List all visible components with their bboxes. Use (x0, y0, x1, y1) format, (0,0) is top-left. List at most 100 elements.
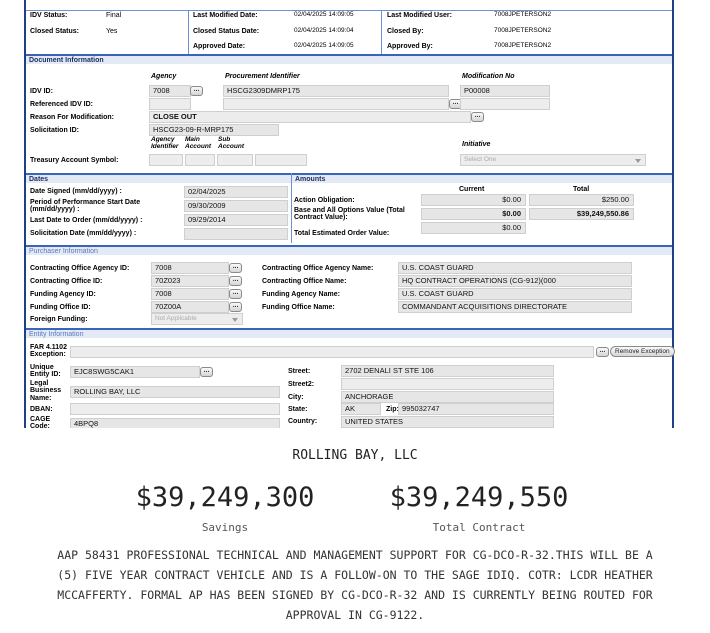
contracting-office-name-field[interactable]: HQ CONTRACT OPERATIONS (CG-912)(000 (398, 275, 632, 287)
section-purchaser-information: Purchaser Information (26, 245, 672, 255)
base-all-options-label: Base and All Options Value (Total Contra… (294, 207, 405, 222)
idv-status-value: Final (106, 12, 122, 19)
closed-status-date-value: 02/04/2025 14:09:04 (294, 27, 354, 34)
section-entity-information: Entity Information (26, 328, 672, 338)
closed-status-value: Yes (106, 28, 118, 35)
unique-entity-id-field[interactable]: EJC8SWG5CAK1 (70, 366, 200, 378)
zip-label: Zip: (386, 406, 399, 413)
col-agency-identifier-header: Agency Identifier (151, 136, 179, 150)
tas-main-account-field[interactable] (185, 154, 215, 166)
street-label: Street: (288, 368, 311, 375)
country-label: Country: (288, 418, 318, 425)
tas-extra-field[interactable] (255, 154, 307, 166)
col-current-header: Current (459, 186, 485, 193)
action-obligation-total-field[interactable]: $250.00 (529, 194, 634, 206)
last-date-to-order-field[interactable]: 09/29/2014 (184, 214, 288, 226)
initiative-select[interactable]: Select One (460, 154, 646, 166)
referenced-idv-modification-no-field[interactable] (460, 98, 550, 110)
idv-id-label: IDV ID: (30, 88, 53, 95)
far-exception-lookup-icon[interactable]: ... (596, 347, 609, 357)
city-label: City: (288, 394, 304, 401)
funding-agency-id-label: Funding Agency ID: (30, 291, 96, 298)
approved-by-value: 7008JPETERSON2 (494, 42, 552, 49)
state-field[interactable]: AK (341, 403, 381, 415)
unique-entity-lookup-icon[interactable]: ... (200, 367, 213, 377)
legal-business-name-field[interactable]: ROLLING BAY, LLC (70, 386, 280, 398)
tas-sub-account-field[interactable] (217, 154, 253, 166)
funding-office-name-label: Funding Office Name: (262, 304, 335, 311)
section-dates: Dates (26, 173, 291, 183)
solicitation-date-label: Solicitation Date (mm/dd/yyyy) : (30, 230, 137, 237)
contracting-office-lookup-icon[interactable]: ... (229, 276, 242, 286)
funding-agency-name-label: Funding Agency Name: (262, 291, 340, 298)
contracting-office-agency-id-field[interactable]: 7008 (151, 262, 229, 274)
city-field[interactable]: ANCHORAGE (341, 391, 554, 403)
idv-procurement-identifier-field[interactable]: HSCG2309DMRP175 (223, 85, 449, 97)
date-signed-field[interactable]: 02/04/2025 (184, 186, 288, 198)
funding-office-name-field[interactable]: COMMANDANT ACQUISITIONS DIRECTORATE (398, 301, 632, 313)
referenced-idv-agency-field[interactable] (149, 98, 191, 110)
far-exception-label: FAR 4.1102 Exception: (30, 344, 67, 359)
funding-office-lookup-icon[interactable]: ... (229, 302, 242, 312)
contracting-office-id-label: Contracting Office ID: (30, 278, 103, 285)
dban-field[interactable] (70, 403, 280, 415)
contracting-office-agency-lookup-icon[interactable]: ... (229, 263, 242, 273)
contracting-office-agency-id-label: Contracting Office Agency ID: (30, 265, 130, 272)
idv-modification-no-field[interactable]: P00008 (460, 85, 550, 97)
contracting-office-name-label: Contracting Office Name: (262, 278, 347, 285)
section-amounts: Amounts (292, 173, 672, 183)
pop-start-date-label: Period of Performance Start Date (mm/dd/… (30, 199, 141, 214)
last-date-to-order-label: Last Date to Order (mm/dd/yyyy) : (30, 217, 143, 224)
funding-agency-id-field[interactable]: 7008 (151, 288, 229, 300)
contract-description: AAP 58431 PROFESSIONAL TECHNICAL AND MAN… (57, 548, 653, 622)
approved-date-label: Approved Date: (193, 43, 246, 50)
approved-date-value: 02/04/2025 14:09:05 (294, 42, 354, 49)
treasury-account-symbol-label: Treasury Account Symbol: (30, 157, 119, 164)
funding-agency-lookup-icon[interactable]: ... (229, 289, 242, 299)
street-field[interactable]: 2702 DENALI ST STE 106 (341, 365, 554, 377)
country-field[interactable]: UNITED STATES (341, 416, 554, 428)
solicitation-id-field[interactable]: HSCG23-09-R-MRP175 (149, 124, 279, 136)
reason-for-modification-label: Reason For Modification: (30, 114, 114, 121)
approved-by-label: Approved By: (387, 43, 433, 50)
savings-amount: $39,249,300 (135, 482, 315, 513)
foreign-funding-label: Foreign Funding: (30, 316, 88, 323)
idv-agency-lookup-icon[interactable]: ... (190, 86, 203, 96)
contract-summary: ROLLING BAY, LLC $39,249,300 Savings $39… (0, 428, 710, 633)
base-all-options-total-field[interactable]: $39,249,550.86 (529, 208, 634, 220)
closed-status-date-label: Closed Status Date: (193, 28, 260, 35)
pop-start-date-field[interactable]: 09/30/2009 (184, 200, 288, 212)
col-sub-account-header: Sub Account (218, 136, 244, 150)
base-all-options-current-field[interactable]: $0.00 (421, 208, 526, 220)
funding-office-id-label: Funding Office ID: (30, 304, 91, 311)
contract-form: IDV Status: Final Closed Status: Yes Las… (24, 0, 675, 428)
remove-exception-button[interactable]: Remove Exception (610, 346, 675, 357)
foreign-funding-select[interactable]: Not Applicable (151, 313, 243, 325)
funding-office-id-field[interactable]: 70Z00A (151, 301, 229, 313)
zip-field[interactable]: 995032747 (398, 403, 554, 415)
action-obligation-current-field[interactable]: $0.00 (421, 194, 526, 206)
referenced-idv-procurement-identifier-field[interactable] (223, 98, 449, 110)
solicitation-date-field[interactable] (184, 228, 288, 240)
idv-agency-field[interactable]: 7008 (149, 85, 191, 97)
funding-agency-name-field[interactable]: U.S. COAST GUARD (398, 288, 632, 300)
vendor-name: ROLLING BAY, LLC (292, 448, 418, 463)
far-exception-field[interactable] (70, 346, 594, 358)
savings-label: Savings (201, 521, 249, 534)
col-procurement-identifier-header: Procurement Identifier (225, 73, 300, 80)
col-main-account-header: Main Account (185, 136, 211, 150)
street2-label: Street2: (288, 381, 315, 388)
col-total-header: Total (573, 186, 590, 193)
dban-label: DBAN: (30, 406, 53, 413)
closed-by-value: 7008JPETERSON2 (494, 27, 552, 34)
reason-lookup-icon[interactable]: ... (471, 112, 484, 122)
cage-code-field[interactable]: 4BPQ8 (70, 418, 280, 428)
tas-agency-identifier-field[interactable] (149, 154, 183, 166)
last-modified-user-value: 7008JPETERSON2 (494, 11, 552, 18)
referenced-idv-id-label: Referenced IDV ID: (30, 101, 94, 108)
contracting-office-id-field[interactable]: 70Z023 (151, 275, 229, 287)
reason-for-modification-field[interactable]: CLOSE OUT (149, 111, 471, 123)
total-estimated-order-current-field[interactable]: $0.00 (421, 222, 526, 234)
contracting-office-agency-name-field[interactable]: U.S. COAST GUARD (398, 262, 632, 274)
street2-field[interactable] (341, 378, 554, 390)
